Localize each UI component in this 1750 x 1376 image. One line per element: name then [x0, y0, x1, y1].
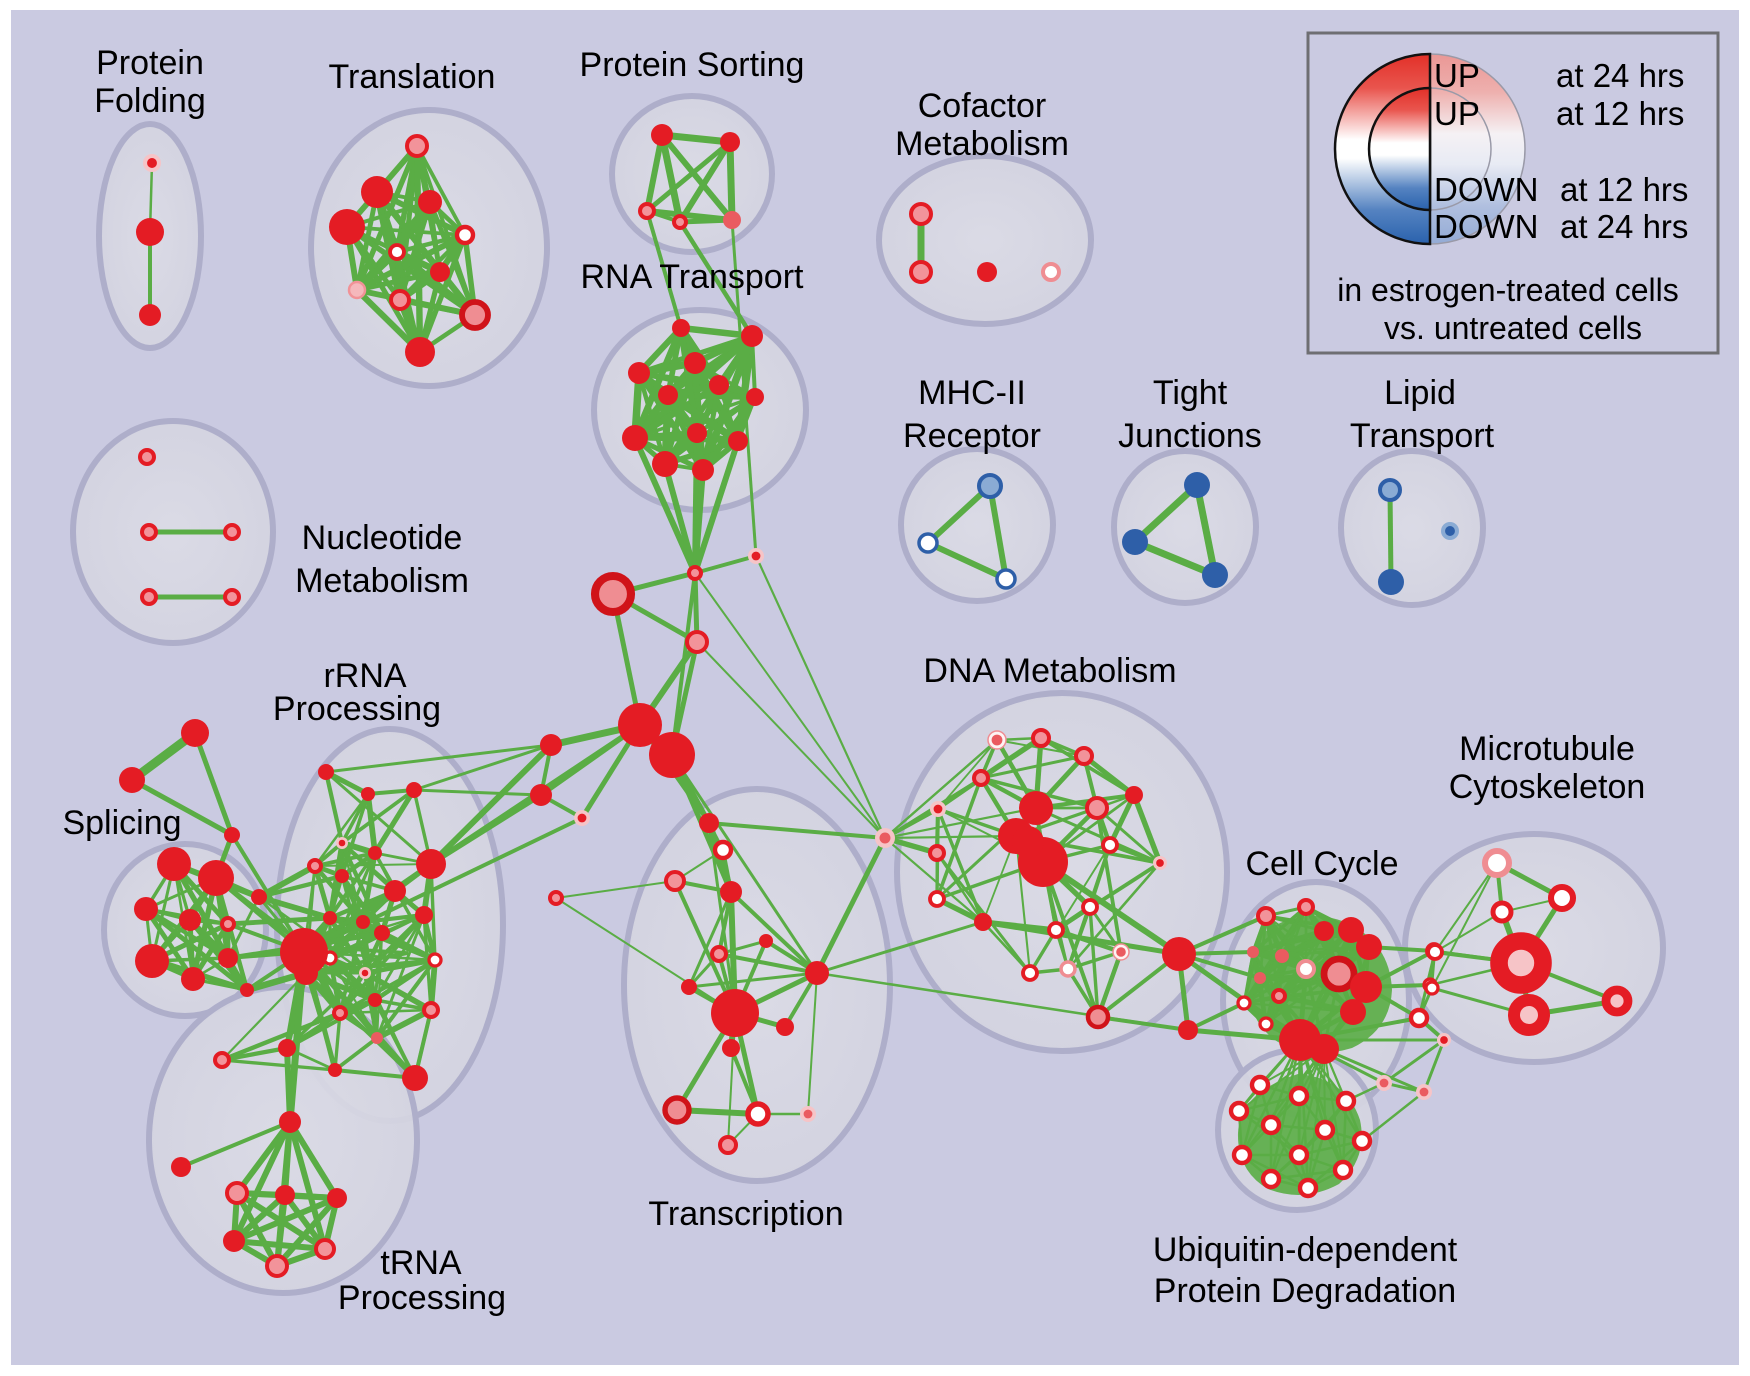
svg-text:Splicing: Splicing: [62, 804, 181, 842]
svg-text:at 24 hrs: at 24 hrs: [1556, 57, 1684, 94]
svg-text:RNA Transport: RNA Transport: [581, 258, 805, 296]
svg-text:Folding: Folding: [94, 82, 206, 120]
svg-text:at 24 hrs: at 24 hrs: [1560, 208, 1688, 245]
svg-text:Processing: Processing: [273, 690, 441, 728]
svg-text:Protein: Protein: [96, 44, 204, 82]
svg-text:in estrogen-treated cells: in estrogen-treated cells: [1337, 272, 1679, 308]
svg-text:UP: UP: [1434, 57, 1480, 94]
svg-text:Junctions: Junctions: [1118, 417, 1262, 455]
svg-text:Transport: Transport: [1350, 417, 1495, 455]
svg-text:DOWN: DOWN: [1434, 208, 1538, 245]
svg-text:Cytoskeleton: Cytoskeleton: [1449, 768, 1646, 806]
svg-text:Cofactor: Cofactor: [918, 87, 1047, 125]
svg-text:Metabolism: Metabolism: [295, 562, 469, 600]
svg-text:at 12 hrs: at 12 hrs: [1556, 95, 1684, 132]
svg-text:Metabolism: Metabolism: [895, 125, 1069, 163]
svg-text:MHC-II: MHC-II: [918, 374, 1026, 412]
svg-text:Microtubule: Microtubule: [1459, 730, 1635, 768]
svg-text:Processing: Processing: [338, 1279, 506, 1317]
svg-text:Protein Degradation: Protein Degradation: [1154, 1272, 1456, 1310]
svg-text:Ubiquitin-dependent: Ubiquitin-dependent: [1153, 1231, 1458, 1269]
svg-text:Tight: Tight: [1153, 374, 1228, 412]
svg-text:DOWN: DOWN: [1434, 171, 1538, 208]
svg-text:Transcription: Transcription: [648, 1195, 843, 1233]
svg-text:Nucleotide: Nucleotide: [302, 519, 463, 557]
svg-text:Protein Sorting: Protein Sorting: [580, 46, 805, 84]
svg-text:Lipid: Lipid: [1384, 374, 1456, 412]
svg-text:Translation: Translation: [329, 58, 496, 96]
svg-text:Receptor: Receptor: [903, 417, 1041, 455]
svg-text:UP: UP: [1434, 95, 1480, 132]
svg-text:Cell Cycle: Cell Cycle: [1245, 845, 1398, 883]
svg-text:DNA Metabolism: DNA Metabolism: [923, 652, 1176, 690]
svg-text:vs. untreated cells: vs. untreated cells: [1384, 310, 1642, 346]
svg-text:rRNA: rRNA: [323, 657, 406, 695]
svg-text:tRNA: tRNA: [380, 1244, 462, 1282]
svg-text:at 12 hrs: at 12 hrs: [1560, 171, 1688, 208]
